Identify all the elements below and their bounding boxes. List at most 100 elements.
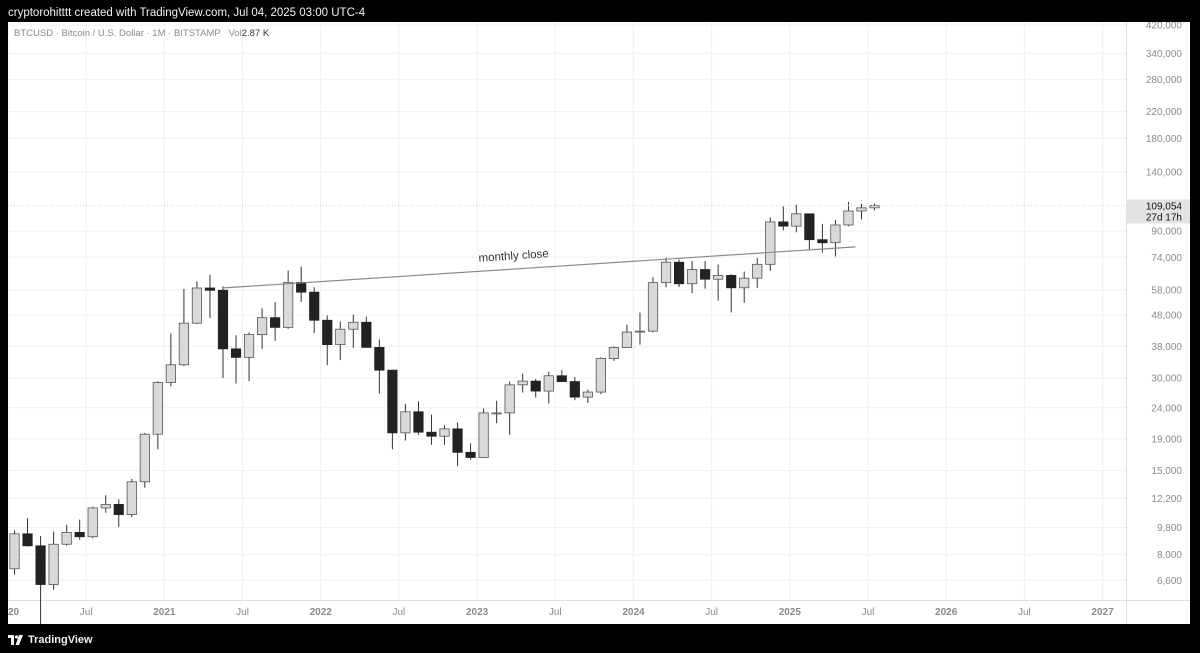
candle-body[interactable] xyxy=(556,375,567,382)
candle-body[interactable] xyxy=(739,277,750,289)
candle-body[interactable] xyxy=(74,532,85,538)
candle-body[interactable] xyxy=(296,282,307,293)
candle-body[interactable] xyxy=(569,381,580,398)
bar-countdown: 27d 17h xyxy=(1146,212,1182,223)
candle-body[interactable] xyxy=(165,364,176,383)
candle-body[interactable] xyxy=(230,348,242,358)
candle-body[interactable] xyxy=(804,213,815,241)
candle-body[interactable] xyxy=(530,380,541,392)
volume-label: Vol xyxy=(228,28,242,39)
candle-body[interactable] xyxy=(504,384,515,414)
x-tick-label: Jul xyxy=(705,607,718,618)
candle-body[interactable] xyxy=(309,291,320,321)
candle-body[interactable] xyxy=(335,328,346,346)
candle-body[interactable] xyxy=(543,375,554,392)
volume-value: 2.87 K xyxy=(241,28,270,39)
x-tick-label: 2021 xyxy=(153,607,176,618)
candle-body[interactable] xyxy=(452,428,463,453)
candle-body[interactable] xyxy=(621,331,633,348)
trendline-label: monthly close xyxy=(478,248,549,265)
candle-body[interactable] xyxy=(608,347,620,359)
y-tick-label: 90,000 xyxy=(1151,227,1182,238)
candle-body[interactable] xyxy=(126,481,137,515)
candle-body[interactable] xyxy=(87,507,98,538)
y-tick-label: 180,000 xyxy=(1146,134,1183,145)
candle-body[interactable] xyxy=(139,433,150,483)
candle-body[interactable] xyxy=(700,269,711,280)
candle-body[interactable] xyxy=(869,205,880,209)
candle-body[interactable] xyxy=(35,545,46,585)
x-tick-label: 2024 xyxy=(622,607,645,618)
candle-body[interactable] xyxy=(100,504,111,509)
candle-body[interactable] xyxy=(673,261,685,285)
candle-body[interactable] xyxy=(204,287,216,291)
candle-body[interactable] xyxy=(856,207,867,212)
candle-body[interactable] xyxy=(765,221,776,265)
candle-body[interactable] xyxy=(478,412,489,458)
symbol-description: BTCUSD · Bitcoin / U.S. Dollar · 1M · BI… xyxy=(14,28,221,39)
x-tick-label: 2027 xyxy=(1091,607,1114,618)
candle-body[interactable] xyxy=(322,319,333,346)
x-tick-label: Jul xyxy=(393,607,406,618)
last-price-tag xyxy=(1127,199,1190,224)
chart-panel[interactable]: 420,000 340,000 280,000 220,000 180,000 140,0… xyxy=(8,22,1190,624)
candle-body[interactable] xyxy=(113,504,124,515)
candle-body[interactable] xyxy=(217,289,229,350)
footer-brand[interactable]: TradingView xyxy=(8,630,93,650)
candle-body[interactable] xyxy=(400,411,411,434)
candle-body[interactable] xyxy=(22,533,33,547)
candle-body[interactable] xyxy=(595,358,606,393)
candle-body[interactable] xyxy=(178,322,190,366)
candle-body[interactable] xyxy=(713,275,724,280)
candle-body[interactable] xyxy=(491,412,502,415)
candle-body[interactable] xyxy=(191,287,203,324)
candle-body[interactable] xyxy=(647,282,659,332)
x-tick-label: 2022 xyxy=(310,607,333,618)
trendline-monthly-close[interactable] xyxy=(222,246,856,289)
candle-body[interactable] xyxy=(517,380,528,386)
tradingview-logo-icon xyxy=(8,635,23,645)
candle-body[interactable] xyxy=(270,317,281,328)
candle-body[interactable] xyxy=(283,282,294,328)
x-tick-label: Jul xyxy=(236,607,249,618)
candle-body[interactable] xyxy=(48,543,59,585)
candle-body[interactable] xyxy=(660,261,672,284)
candle-body[interactable] xyxy=(152,382,163,435)
candle-body[interactable] xyxy=(439,428,450,437)
candle-body[interactable] xyxy=(687,269,698,285)
y-tick-label: 280,000 xyxy=(1146,75,1183,86)
y-tick-label: 220,000 xyxy=(1146,107,1183,118)
y-tick-label: 74,000 xyxy=(1151,253,1182,264)
y-tick-label: 140,000 xyxy=(1146,168,1183,179)
price-chart[interactable]: 420,000 340,000 280,000 220,000 180,000 140,0… xyxy=(8,22,1190,624)
candle-body[interactable] xyxy=(830,224,841,244)
candle-body[interactable] xyxy=(465,451,476,458)
symbol-legend: BTCUSD · Bitcoin / U.S. Dollar · 1M · BI… xyxy=(14,28,269,39)
candle-body[interactable] xyxy=(348,321,359,330)
y-tick-label: 24,000 xyxy=(1151,403,1182,414)
candle-body[interactable] xyxy=(426,431,437,437)
x-tick-label: Jul xyxy=(1018,607,1031,618)
x-tick-label: Jul xyxy=(80,607,93,618)
candle-body[interactable] xyxy=(61,532,72,545)
candle-body[interactable] xyxy=(413,411,424,433)
x-tick-label: Jul xyxy=(862,607,875,618)
candle-body[interactable] xyxy=(582,391,593,398)
candle-body[interactable] xyxy=(752,263,763,279)
candle-body[interactable] xyxy=(387,369,398,434)
candle-body[interactable] xyxy=(726,275,737,289)
candle-body[interactable] xyxy=(778,221,789,227)
candle-body[interactable] xyxy=(843,210,854,226)
candle-body[interactable] xyxy=(817,239,828,244)
candle-body[interactable] xyxy=(374,347,385,371)
candle-body[interactable] xyxy=(791,213,802,227)
candle-body[interactable] xyxy=(361,321,372,348)
x-tick-label: 2026 xyxy=(935,607,958,618)
candle-body[interactable] xyxy=(243,334,255,358)
candle-body[interactable] xyxy=(9,533,20,570)
y-tick-label: 30,000 xyxy=(1151,373,1182,384)
candle-body[interactable] xyxy=(256,317,268,335)
y-tick-label: 48,000 xyxy=(1151,311,1182,322)
candle-body[interactable] xyxy=(634,330,646,333)
